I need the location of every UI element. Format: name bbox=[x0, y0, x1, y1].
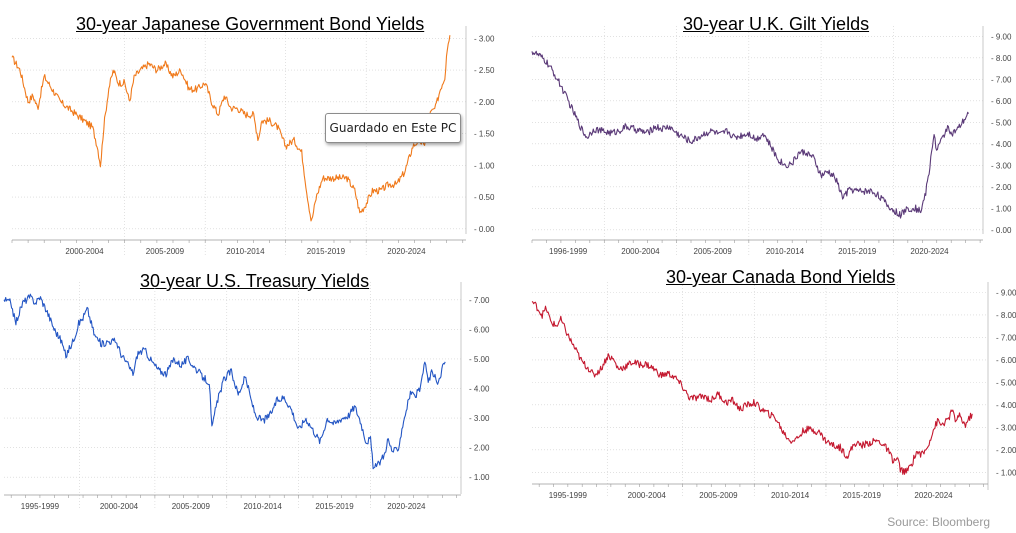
jgb-x-tick-label: 2000-2004 bbox=[65, 247, 104, 256]
jgb-y-tick-label: - 1.00 bbox=[474, 161, 495, 170]
canada-chart-title: 30-year Canada Bond Yields bbox=[666, 267, 896, 287]
jgb-y-tick-label: - 0.50 bbox=[474, 193, 495, 202]
ust-y-tick-label: - 3.00 bbox=[469, 414, 490, 423]
gilt-x-tick-label: 2015-2019 bbox=[838, 247, 877, 256]
jgb-y-tick-label: - 3.00 bbox=[474, 34, 495, 43]
ust-x-tick-label: 2015-2019 bbox=[315, 502, 354, 511]
cad-yield-series-line bbox=[531, 301, 973, 475]
jgb-x-tick-label: 2020-2024 bbox=[387, 247, 426, 256]
ust-y-tick-label: - 7.00 bbox=[469, 296, 490, 305]
jgb-y-tick-label: - 0.00 bbox=[474, 225, 495, 234]
gilt-x-tick-label: 2000-2004 bbox=[621, 247, 660, 256]
ust-y-tick-label: - 6.00 bbox=[469, 325, 490, 334]
cad-y-tick-label: - 4.00 bbox=[996, 401, 1016, 410]
gilt-x-tick-label: 1996-1999 bbox=[549, 247, 588, 256]
gilt-y-tick-label: - 8.00 bbox=[991, 54, 1012, 63]
gilt-y-tick-label: - 3.00 bbox=[991, 161, 1012, 170]
cad-y-tick-label: - 8.00 bbox=[996, 311, 1016, 320]
ust-y-tick-label: - 5.00 bbox=[469, 355, 490, 364]
ust-chart-title: 30-year U.S. Treasury Yields bbox=[140, 271, 370, 291]
cad-y-tick-label: - 1.00 bbox=[996, 468, 1016, 477]
gilt-x-tick-label: 2010-2014 bbox=[766, 247, 805, 256]
cad-x-tick-label: 2005-2009 bbox=[699, 491, 738, 500]
save-location-tooltip: Guardado en Este PC bbox=[325, 113, 461, 143]
gilt-y-tick-label: - 9.00 bbox=[991, 32, 1012, 41]
ust-x-tick-label: 2000-2004 bbox=[100, 502, 139, 511]
gilt-y-tick-label: - 7.00 bbox=[991, 75, 1012, 84]
jgb-chart-title: 30-year Japanese Government Bond Yields bbox=[76, 14, 425, 34]
jgb-y-tick-label: - 1.50 bbox=[474, 130, 495, 139]
cad-y-tick-label: - 9.00 bbox=[996, 288, 1016, 297]
ust-y-tick-label: - 4.00 bbox=[469, 385, 490, 394]
cad-x-tick-label: 1995-1999 bbox=[549, 491, 588, 500]
cad-x-tick-label: 2000-2004 bbox=[628, 491, 667, 500]
gilt-y-tick-label: - 1.00 bbox=[991, 204, 1012, 213]
gilt-y-tick-label: - 5.00 bbox=[991, 118, 1012, 127]
jgb-y-tick-label: - 2.50 bbox=[474, 66, 495, 75]
ust-x-tick-label: 2020-2024 bbox=[387, 502, 426, 511]
jgb-x-tick-label: 2005-2009 bbox=[146, 247, 185, 256]
ust-x-tick-label: 1995-1999 bbox=[21, 502, 60, 511]
ust-x-tick-label: 2005-2009 bbox=[172, 502, 211, 511]
gilt-y-tick-label: - 2.00 bbox=[991, 183, 1012, 192]
gilt-y-tick-label: - 0.00 bbox=[991, 226, 1012, 235]
ust-y-tick-label: - 1.00 bbox=[469, 473, 490, 482]
gilt-x-tick-label: 2020-2024 bbox=[910, 247, 949, 256]
gilt-y-tick-label: - 4.00 bbox=[991, 140, 1012, 149]
cad-x-tick-label: 2015-2019 bbox=[843, 491, 882, 500]
cad-x-tick-label: 2020-2024 bbox=[914, 491, 953, 500]
ust-y-tick-label: - 2.00 bbox=[469, 444, 490, 453]
cad-y-tick-label: - 2.00 bbox=[996, 446, 1016, 455]
cad-y-tick-label: - 6.00 bbox=[996, 356, 1016, 365]
cad-y-tick-label: - 5.00 bbox=[996, 378, 1016, 387]
jgb-x-tick-label: 2010-2014 bbox=[226, 247, 265, 256]
ust-yield-series-line bbox=[3, 293, 446, 470]
cad-y-tick-label: - 7.00 bbox=[996, 333, 1016, 342]
gilt-yield-series-line bbox=[531, 50, 969, 219]
cad-x-tick-label: 2010-2014 bbox=[771, 491, 810, 500]
gilt-y-tick-label: - 6.00 bbox=[991, 97, 1012, 106]
jgb-x-tick-label: 2015-2019 bbox=[307, 247, 346, 256]
jgb-yield-series-line bbox=[11, 35, 451, 222]
cad-y-tick-label: - 3.00 bbox=[996, 423, 1016, 432]
jgb-y-tick-label: - 2.00 bbox=[474, 98, 495, 107]
source-label: Source: Bloomberg bbox=[887, 515, 990, 529]
gilt-chart-title: 30-year U.K. Gilt Yields bbox=[683, 14, 870, 34]
gilt-x-tick-label: 2005-2009 bbox=[694, 247, 733, 256]
ust-x-tick-label: 2010-2014 bbox=[244, 502, 283, 511]
